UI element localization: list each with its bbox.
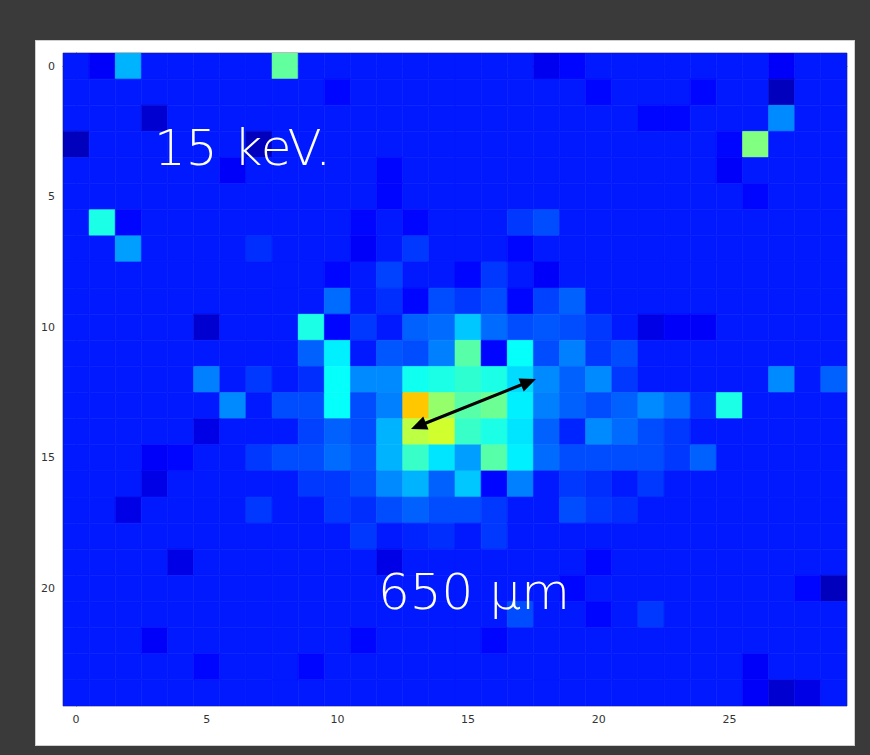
svg-text:5: 5 (48, 190, 55, 203)
svg-text:15: 15 (41, 451, 55, 464)
svg-text:20: 20 (41, 582, 55, 595)
svg-text:15 keV.: 15 keV. (154, 119, 331, 177)
svg-text:20: 20 (592, 713, 606, 726)
svg-text:10: 10 (41, 321, 55, 334)
svg-text:0: 0 (73, 713, 80, 726)
svg-text:25: 25 (722, 713, 736, 726)
svg-text:650 µm: 650 µm (378, 563, 570, 621)
svg-text:10: 10 (330, 713, 344, 726)
svg-text:15: 15 (461, 713, 475, 726)
svg-text:5: 5 (203, 713, 210, 726)
svg-text:0: 0 (48, 60, 55, 73)
